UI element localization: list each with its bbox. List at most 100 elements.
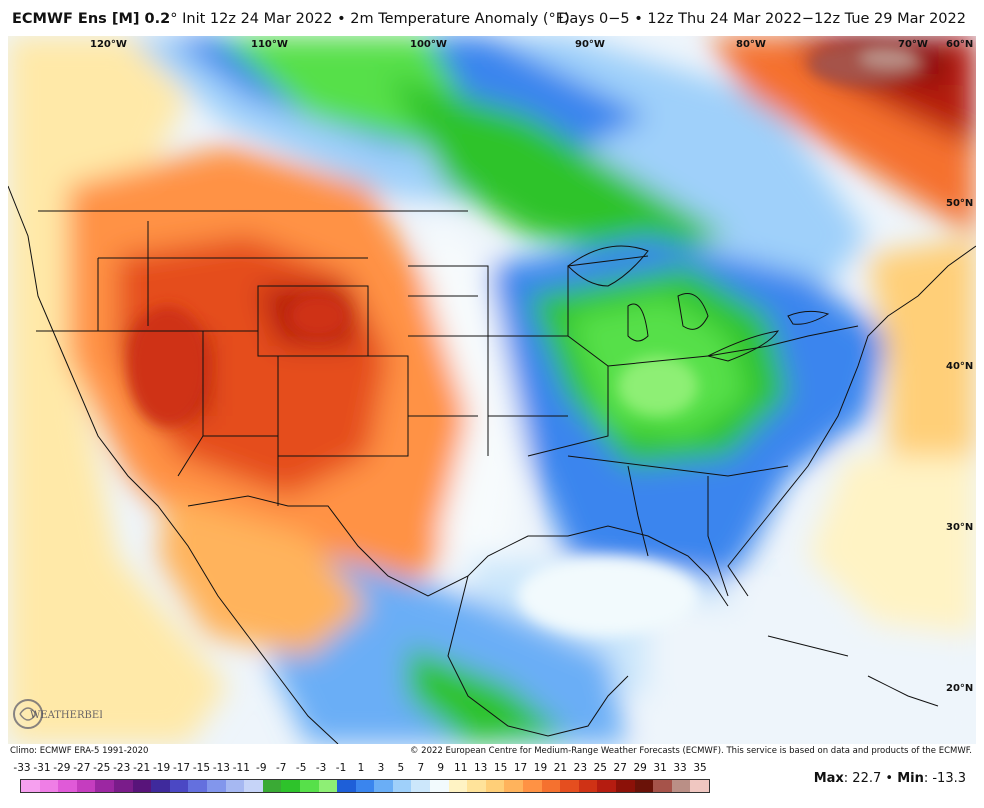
legend-swatch	[411, 780, 431, 792]
lake-superior	[567, 245, 649, 287]
anomaly-detail	[128, 42, 928, 636]
min-value: : -13.3	[923, 771, 966, 786]
lake-ontario	[787, 310, 830, 325]
legend-swatch	[541, 780, 561, 792]
model-name: ECMWF Ens [M] 0.2	[12, 11, 171, 27]
pacific-coast	[8, 185, 339, 744]
legend-swatch	[430, 780, 449, 792]
legend-tick-label: 35	[693, 762, 707, 774]
legend-swatch	[374, 780, 393, 792]
legend-swatch	[76, 780, 96, 792]
legend-tick-label: -33	[13, 762, 31, 774]
legend-swatch	[151, 780, 170, 792]
boundaries	[8, 185, 976, 744]
lon-label-110w: 110°W	[251, 39, 288, 50]
legend-tick-label: 33	[673, 762, 687, 774]
legend-tick-label: -3	[315, 762, 327, 774]
lat-label-40n: 40°N	[946, 361, 973, 372]
lat-label-60n: 60°N	[946, 39, 973, 50]
legend-swatch	[169, 780, 189, 792]
legend-swatch	[337, 780, 356, 792]
legend-swatches	[20, 779, 710, 793]
mexico-coast	[447, 575, 629, 737]
lat-label-50n: 50°N	[946, 198, 973, 209]
legend-swatch	[244, 780, 263, 792]
legend-tick-label: -21	[133, 762, 151, 774]
legend-swatch	[485, 780, 505, 792]
legend-tick-label: 27	[613, 762, 627, 774]
legend-swatch	[188, 780, 207, 792]
legend-tick-labels: -33 -31 -29 -27 -25 -23 -21 -19 -17 -15 -13 -11 -9 -7…	[10, 762, 710, 776]
max-min-readout: Max: 22.7 • Min: -13.3	[814, 771, 966, 786]
lon-label-90w: 90°W	[575, 39, 605, 50]
legend-tick-label: -9	[256, 762, 267, 774]
legend-tick-label: 11	[454, 762, 468, 774]
gulf-coast	[187, 495, 729, 607]
legend-tick-label: 17	[513, 762, 528, 774]
temperature-anomaly-map: 120°W 110°W 100°W 90°W 80°W 70°W 60°N 50…	[8, 36, 976, 744]
legend-swatch	[262, 780, 282, 792]
legend-swatch	[448, 780, 468, 792]
legend-tick-label: 5	[397, 762, 405, 774]
legend-swatch	[616, 780, 635, 792]
legend-swatch	[671, 780, 691, 792]
logo-text: WEATHERBELL	[30, 710, 102, 721]
max-label: Max	[813, 771, 844, 786]
legend-swatch	[113, 780, 133, 792]
legend-tick-label: 19	[533, 762, 548, 774]
legend-tick-label: 23	[573, 762, 588, 774]
legend-swatch	[467, 780, 486, 792]
degree-symbol: °	[170, 11, 178, 27]
legend-swatch	[225, 780, 245, 792]
legend-swatch	[504, 780, 524, 792]
lon-label-100w: 100°W	[410, 39, 447, 50]
legend-swatch	[560, 780, 579, 792]
legend-tick-label: 3	[377, 762, 385, 774]
legend-tick-label: 21	[553, 762, 568, 774]
legend-tick-label: -7	[275, 762, 287, 774]
lake-huron	[677, 293, 709, 330]
climo-note: Climo: ECMWF ERA-5 1991-2020	[10, 746, 149, 756]
lake-michigan	[627, 303, 649, 342]
legend-tick-label: -11	[232, 762, 250, 774]
legend-swatch	[299, 780, 319, 792]
legend-tick-label: -13	[212, 762, 230, 774]
map-title: ECMWF Ens [M] 0.2° Init 12z 24 Mar 2022 …	[12, 11, 570, 27]
caribbean-islands	[767, 635, 939, 707]
legend-tick-label: -23	[113, 762, 131, 774]
lat-label-20n: 20°N	[946, 683, 973, 694]
legend-tick-label: 1	[357, 762, 365, 774]
atlantic-coast	[727, 245, 976, 597]
legend-tick-label: 25	[593, 762, 607, 774]
lat-label-30n: 30°N	[946, 522, 973, 533]
lon-label-120w: 120°W	[90, 39, 127, 50]
header: ECMWF Ens [M] 0.2° Init 12z 24 Mar 2022 …	[0, 0, 984, 36]
legend-tick-label: 29	[633, 762, 647, 774]
legend-tick-label: 7	[417, 762, 425, 774]
legend-swatch	[653, 780, 672, 792]
legend-swatch	[281, 780, 300, 792]
legend-tick-label: 9	[437, 762, 445, 774]
valid-period: Days 0−5 • 12z Thu 24 Mar 2022−12z Tue 2…	[558, 11, 966, 27]
lon-label-70w: 70°W	[898, 39, 928, 50]
legend-swatch	[523, 780, 542, 792]
legend-tick-label: -29	[53, 762, 71, 774]
legend-tick-label: -1	[335, 762, 347, 774]
legend-tick-label: -25	[93, 762, 111, 774]
legend-swatch	[597, 780, 616, 792]
legend-tick-label: -31	[33, 762, 51, 774]
legend-tick-label: -15	[192, 762, 211, 774]
legend-swatch	[58, 780, 77, 792]
lake-erie	[706, 330, 780, 362]
legend-swatch	[578, 780, 598, 792]
legend-swatch	[206, 780, 226, 792]
legend-swatch	[95, 780, 114, 792]
legend-swatch	[318, 780, 338, 792]
legend-tick-label: 31	[653, 762, 667, 774]
legend-swatch	[355, 780, 375, 792]
legend-swatch	[690, 780, 709, 792]
longitude-labels: 120°W 110°W 100°W 90°W 80°W 70°W 60°N	[90, 39, 973, 50]
max-value: : 22.7 •	[843, 771, 898, 786]
legend-swatch	[21, 780, 40, 792]
legend-swatch	[392, 780, 412, 792]
